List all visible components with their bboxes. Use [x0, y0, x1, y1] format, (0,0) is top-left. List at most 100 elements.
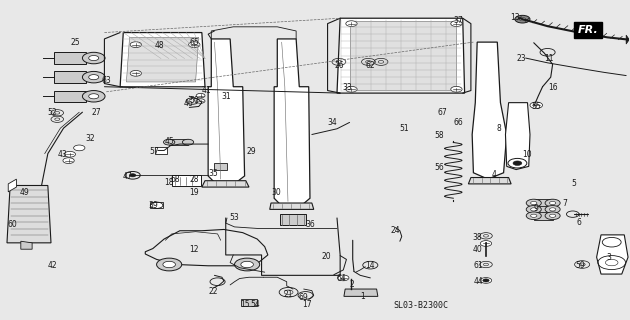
Text: 29: 29: [246, 147, 256, 156]
Circle shape: [338, 275, 349, 281]
Circle shape: [83, 91, 105, 102]
Circle shape: [346, 86, 357, 92]
Text: 32: 32: [85, 134, 94, 143]
Circle shape: [196, 93, 205, 98]
Circle shape: [451, 21, 462, 27]
Text: 27: 27: [91, 108, 101, 117]
Circle shape: [545, 199, 560, 207]
Text: 67: 67: [437, 108, 447, 117]
Text: 20: 20: [321, 252, 331, 261]
Text: 55: 55: [531, 102, 541, 111]
Text: 62: 62: [365, 60, 375, 69]
Circle shape: [530, 208, 537, 211]
Text: FR.: FR.: [578, 25, 598, 35]
Circle shape: [89, 55, 99, 60]
Text: 2: 2: [349, 280, 354, 289]
Circle shape: [480, 277, 491, 283]
Polygon shape: [21, 241, 32, 249]
Polygon shape: [208, 39, 244, 182]
Text: 24: 24: [391, 226, 400, 235]
Polygon shape: [534, 199, 553, 207]
Polygon shape: [468, 178, 511, 184]
Polygon shape: [280, 214, 306, 225]
Text: 4: 4: [492, 170, 496, 179]
Text: 25: 25: [70, 38, 79, 47]
Text: 38: 38: [472, 233, 482, 242]
Circle shape: [513, 161, 522, 165]
Circle shape: [545, 205, 560, 213]
Text: 10: 10: [523, 150, 532, 159]
Polygon shape: [337, 18, 464, 93]
Text: 63: 63: [101, 76, 111, 85]
Circle shape: [549, 201, 556, 204]
Polygon shape: [8, 179, 16, 192]
Polygon shape: [54, 71, 86, 83]
Circle shape: [526, 199, 541, 207]
Text: 36: 36: [305, 220, 315, 229]
Polygon shape: [146, 229, 268, 266]
Text: 30: 30: [271, 188, 281, 197]
Circle shape: [480, 241, 491, 246]
Text: 33: 33: [343, 83, 353, 92]
Polygon shape: [172, 175, 200, 186]
Polygon shape: [214, 163, 227, 170]
Text: 48: 48: [154, 41, 164, 51]
Polygon shape: [151, 202, 163, 208]
Text: 22: 22: [209, 287, 218, 296]
Text: 64: 64: [336, 274, 346, 283]
Text: 50: 50: [190, 96, 199, 105]
Circle shape: [530, 201, 537, 204]
Circle shape: [530, 102, 542, 108]
Circle shape: [182, 139, 193, 145]
Text: 39: 39: [148, 201, 158, 210]
Text: 14: 14: [365, 261, 375, 270]
Text: 52: 52: [47, 108, 57, 117]
Polygon shape: [597, 235, 628, 274]
Text: 57: 57: [150, 147, 159, 156]
Polygon shape: [54, 91, 86, 102]
Text: 40: 40: [472, 245, 482, 254]
Text: 11: 11: [544, 54, 554, 63]
Text: 31: 31: [221, 92, 231, 101]
Text: 66: 66: [454, 118, 463, 127]
Polygon shape: [169, 139, 188, 145]
Text: 16: 16: [548, 83, 558, 92]
Polygon shape: [54, 52, 86, 64]
Text: 1: 1: [360, 292, 365, 301]
Text: 65: 65: [190, 38, 199, 47]
Text: 28: 28: [190, 175, 199, 184]
Text: 58: 58: [435, 131, 444, 140]
Text: 13: 13: [510, 13, 520, 22]
Circle shape: [83, 71, 105, 83]
Text: SL03-B2300C: SL03-B2300C: [394, 301, 449, 310]
Polygon shape: [344, 289, 378, 296]
Text: 41: 41: [202, 86, 212, 95]
Polygon shape: [155, 147, 168, 154]
Polygon shape: [534, 205, 553, 213]
Circle shape: [89, 94, 99, 99]
Text: 7: 7: [563, 199, 568, 208]
Text: 37: 37: [454, 16, 463, 25]
Polygon shape: [350, 21, 457, 90]
Circle shape: [234, 258, 260, 271]
Text: 5: 5: [571, 180, 576, 188]
Text: 42: 42: [47, 261, 57, 270]
Text: 18: 18: [164, 179, 174, 188]
Text: 46: 46: [183, 99, 193, 108]
Circle shape: [530, 214, 537, 217]
Circle shape: [89, 75, 99, 80]
Text: 8: 8: [496, 124, 501, 133]
Text: 61: 61: [474, 261, 483, 270]
Circle shape: [549, 208, 556, 211]
Text: 34: 34: [328, 118, 338, 127]
Circle shape: [549, 214, 556, 217]
Text: 3: 3: [607, 253, 612, 262]
Polygon shape: [241, 299, 257, 306]
Circle shape: [188, 42, 200, 48]
Text: 54: 54: [250, 300, 260, 308]
Text: 17: 17: [302, 300, 312, 308]
Text: 51: 51: [399, 124, 409, 133]
Text: 9: 9: [534, 204, 539, 213]
Circle shape: [545, 212, 560, 220]
Text: 59: 59: [575, 261, 585, 270]
